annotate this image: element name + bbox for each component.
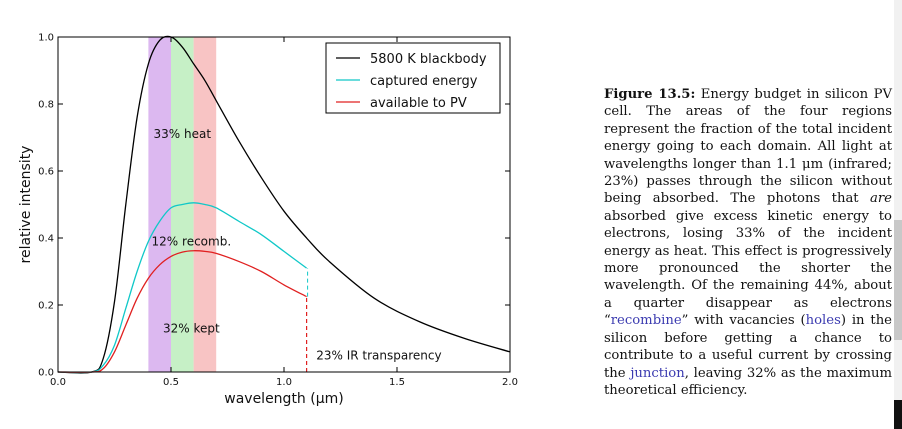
annotation-3: 23% IR transparency <box>316 348 441 362</box>
annotation-2: 32% kept <box>163 321 220 335</box>
x-axis-label: wavelength (μm) <box>224 391 343 407</box>
caption-text-5: , leaving 32% as the maximum theoretical… <box>604 365 893 398</box>
series-lines <box>57 35 511 374</box>
y-tick-label-4: 0.8 <box>38 100 54 111</box>
caption-text-4: ) in the silicon before getting a chance… <box>604 313 892 381</box>
y-tick-label-0: 0.0 <box>38 368 54 379</box>
legend-label-0: 5800 K blackbody <box>370 52 487 67</box>
x-tick-label-3: 1.5 <box>389 377 405 388</box>
legend-box <box>325 42 501 114</box>
figure-caption: Figure 13.5: Energy budget in silicon PV… <box>604 86 892 399</box>
legend-label-1: captured energy <box>370 74 478 89</box>
legend-label-2: available to PV <box>370 96 467 111</box>
figure-label: Figure 13.5: <box>604 87 696 102</box>
y-tick-label-2: 0.4 <box>38 234 54 245</box>
annotation-1: 12% recomb. <box>152 234 232 248</box>
legend: 5800 K blackbody captured energy available… <box>325 42 501 114</box>
caption-text-3: ” with vacancies ( <box>681 313 806 329</box>
annotation-0: 33% heat <box>154 127 212 141</box>
x-tick-label-2: 1.0 <box>276 377 292 388</box>
axis-ticks: 0.0 0.5 1.0 1.5 2.0 0.0 0.2 0.4 0.6 0.8 1.0 <box>38 33 518 389</box>
energy-budget-chart: 0.0 0.5 1.0 1.5 2.0 0.0 0.2 0.4 0.6 0.8 1.0 33% he… <box>18 33 518 408</box>
series-line-1 <box>57 202 307 374</box>
scrollbar-marker <box>894 400 902 429</box>
recombine-link[interactable]: recombine <box>610 313 682 329</box>
caption-text-2: absorbed give excess kinetic energy to e… <box>604 208 892 329</box>
band-0 <box>148 37 171 372</box>
series-line-0 <box>57 35 511 374</box>
x-tick-label-1: 0.5 <box>163 377 179 388</box>
region-annotations: 33% heat 12% recomb. 32% kept 23% IR transp… <box>152 127 442 362</box>
series-line-2 <box>57 250 307 373</box>
y-tick-label-3: 0.6 <box>38 167 54 178</box>
junction-link[interactable]: junction <box>630 365 685 381</box>
scrollbar-track[interactable] <box>894 0 902 429</box>
scrollbar-thumb[interactable] <box>894 220 902 340</box>
y-tick-label-5: 1.0 <box>38 33 54 44</box>
x-tick-label-4: 2.0 <box>502 377 518 388</box>
holes-link[interactable]: holes <box>805 313 841 329</box>
x-tick-label-0: 0.0 <box>50 377 66 388</box>
caption-text-1: Energy budget in silicon PV cell. The ar… <box>604 87 892 207</box>
caption-emphasis: are <box>870 191 892 207</box>
y-axis-label: relative intensity <box>18 146 34 264</box>
y-tick-label-1: 0.2 <box>38 301 54 312</box>
